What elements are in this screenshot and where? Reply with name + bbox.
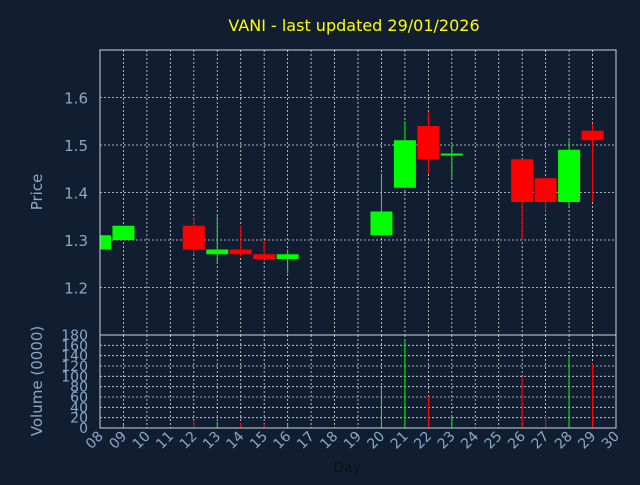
candle-body (182, 225, 205, 250)
volume-tick-label: 20 (70, 411, 88, 427)
candle-body (393, 140, 416, 188)
price-tick-label: 1.2 (64, 280, 88, 298)
candle-body (253, 254, 276, 259)
price-tick-label: 1.5 (64, 137, 88, 155)
volume-tick-label: 40 (70, 400, 88, 416)
candle-body (417, 126, 440, 160)
volume-bars (99, 340, 594, 428)
chart-title: VANI - last updated 29/01/2026 (228, 16, 479, 35)
candle-body (440, 153, 463, 156)
x-axis-label: Day (333, 460, 361, 476)
volume-tick-label: 0 (79, 421, 88, 437)
candle-body (206, 249, 229, 255)
candle-body (370, 211, 393, 236)
candle-body (581, 130, 604, 141)
price-tick-label: 1.6 (64, 90, 88, 108)
volume-plot-frame (99, 334, 617, 429)
volume-tick-label: 160 (61, 338, 88, 354)
candle-body (558, 149, 581, 202)
price-tick-label: 1.3 (64, 232, 88, 250)
candle-body (112, 225, 135, 240)
candle-body (511, 159, 534, 202)
candle-body (534, 178, 557, 202)
volume-tick-label: 120 (61, 359, 88, 375)
volume-tick-label: 140 (61, 349, 88, 365)
axes (99, 49, 617, 429)
candles (99, 111, 604, 274)
candle-body (276, 254, 299, 259)
volume-tick-label: 80 (70, 380, 88, 396)
volume-axis-label: Volume (0000) (28, 326, 46, 436)
volume-tick-label: 60 (70, 390, 88, 406)
tick-labels: 08 09 10 11 12 13 14 15 16 17 18 19 20 21 22 23 24 25 26 27… (61, 90, 623, 453)
price-tick-label: 1.4 (64, 185, 88, 203)
candle-body (100, 235, 111, 250)
price-axis-label: Price (28, 174, 46, 211)
candle-body (229, 249, 252, 255)
volume-tick-label: 180 (61, 328, 88, 344)
volume-tick-label: 100 (61, 369, 88, 385)
